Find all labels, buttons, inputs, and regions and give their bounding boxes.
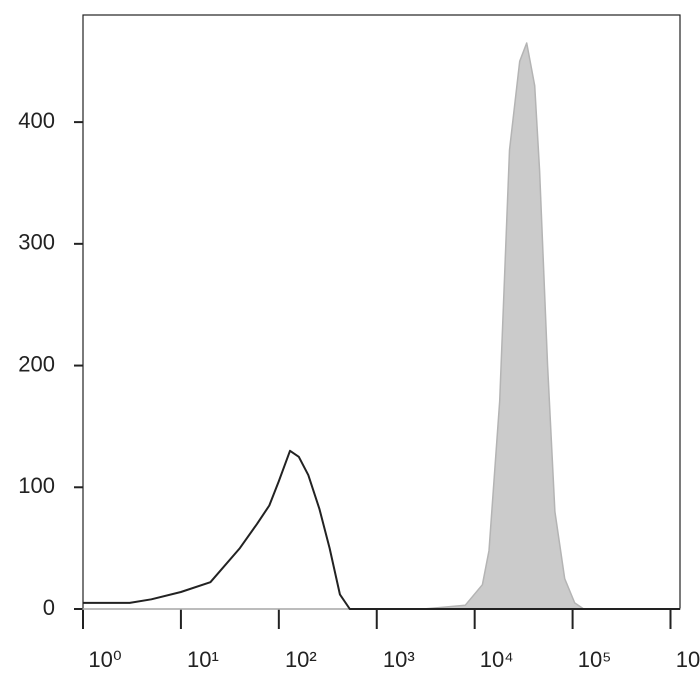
y-tick-label: 200 <box>18 351 55 376</box>
x-tick-label: 10⁵ <box>578 647 612 672</box>
x-tick-label: 10⁴ <box>480 647 514 672</box>
x-tick-label: 10⁶ <box>676 647 700 672</box>
x-tick-label: 10⁰ <box>88 647 121 672</box>
histogram-line <box>83 449 680 610</box>
x-tick-label: 10¹ <box>187 647 219 672</box>
x-tick-label: 10³ <box>383 647 415 672</box>
y-tick-label: 400 <box>18 108 55 133</box>
y-tick-label: 300 <box>18 230 55 255</box>
y-tick-label: 0 <box>43 595 55 620</box>
plot-frame <box>82 14 681 610</box>
histogram-area <box>82 42 681 610</box>
x-tick-label: 10² <box>285 647 317 672</box>
y-tick-label: 100 <box>18 473 55 498</box>
